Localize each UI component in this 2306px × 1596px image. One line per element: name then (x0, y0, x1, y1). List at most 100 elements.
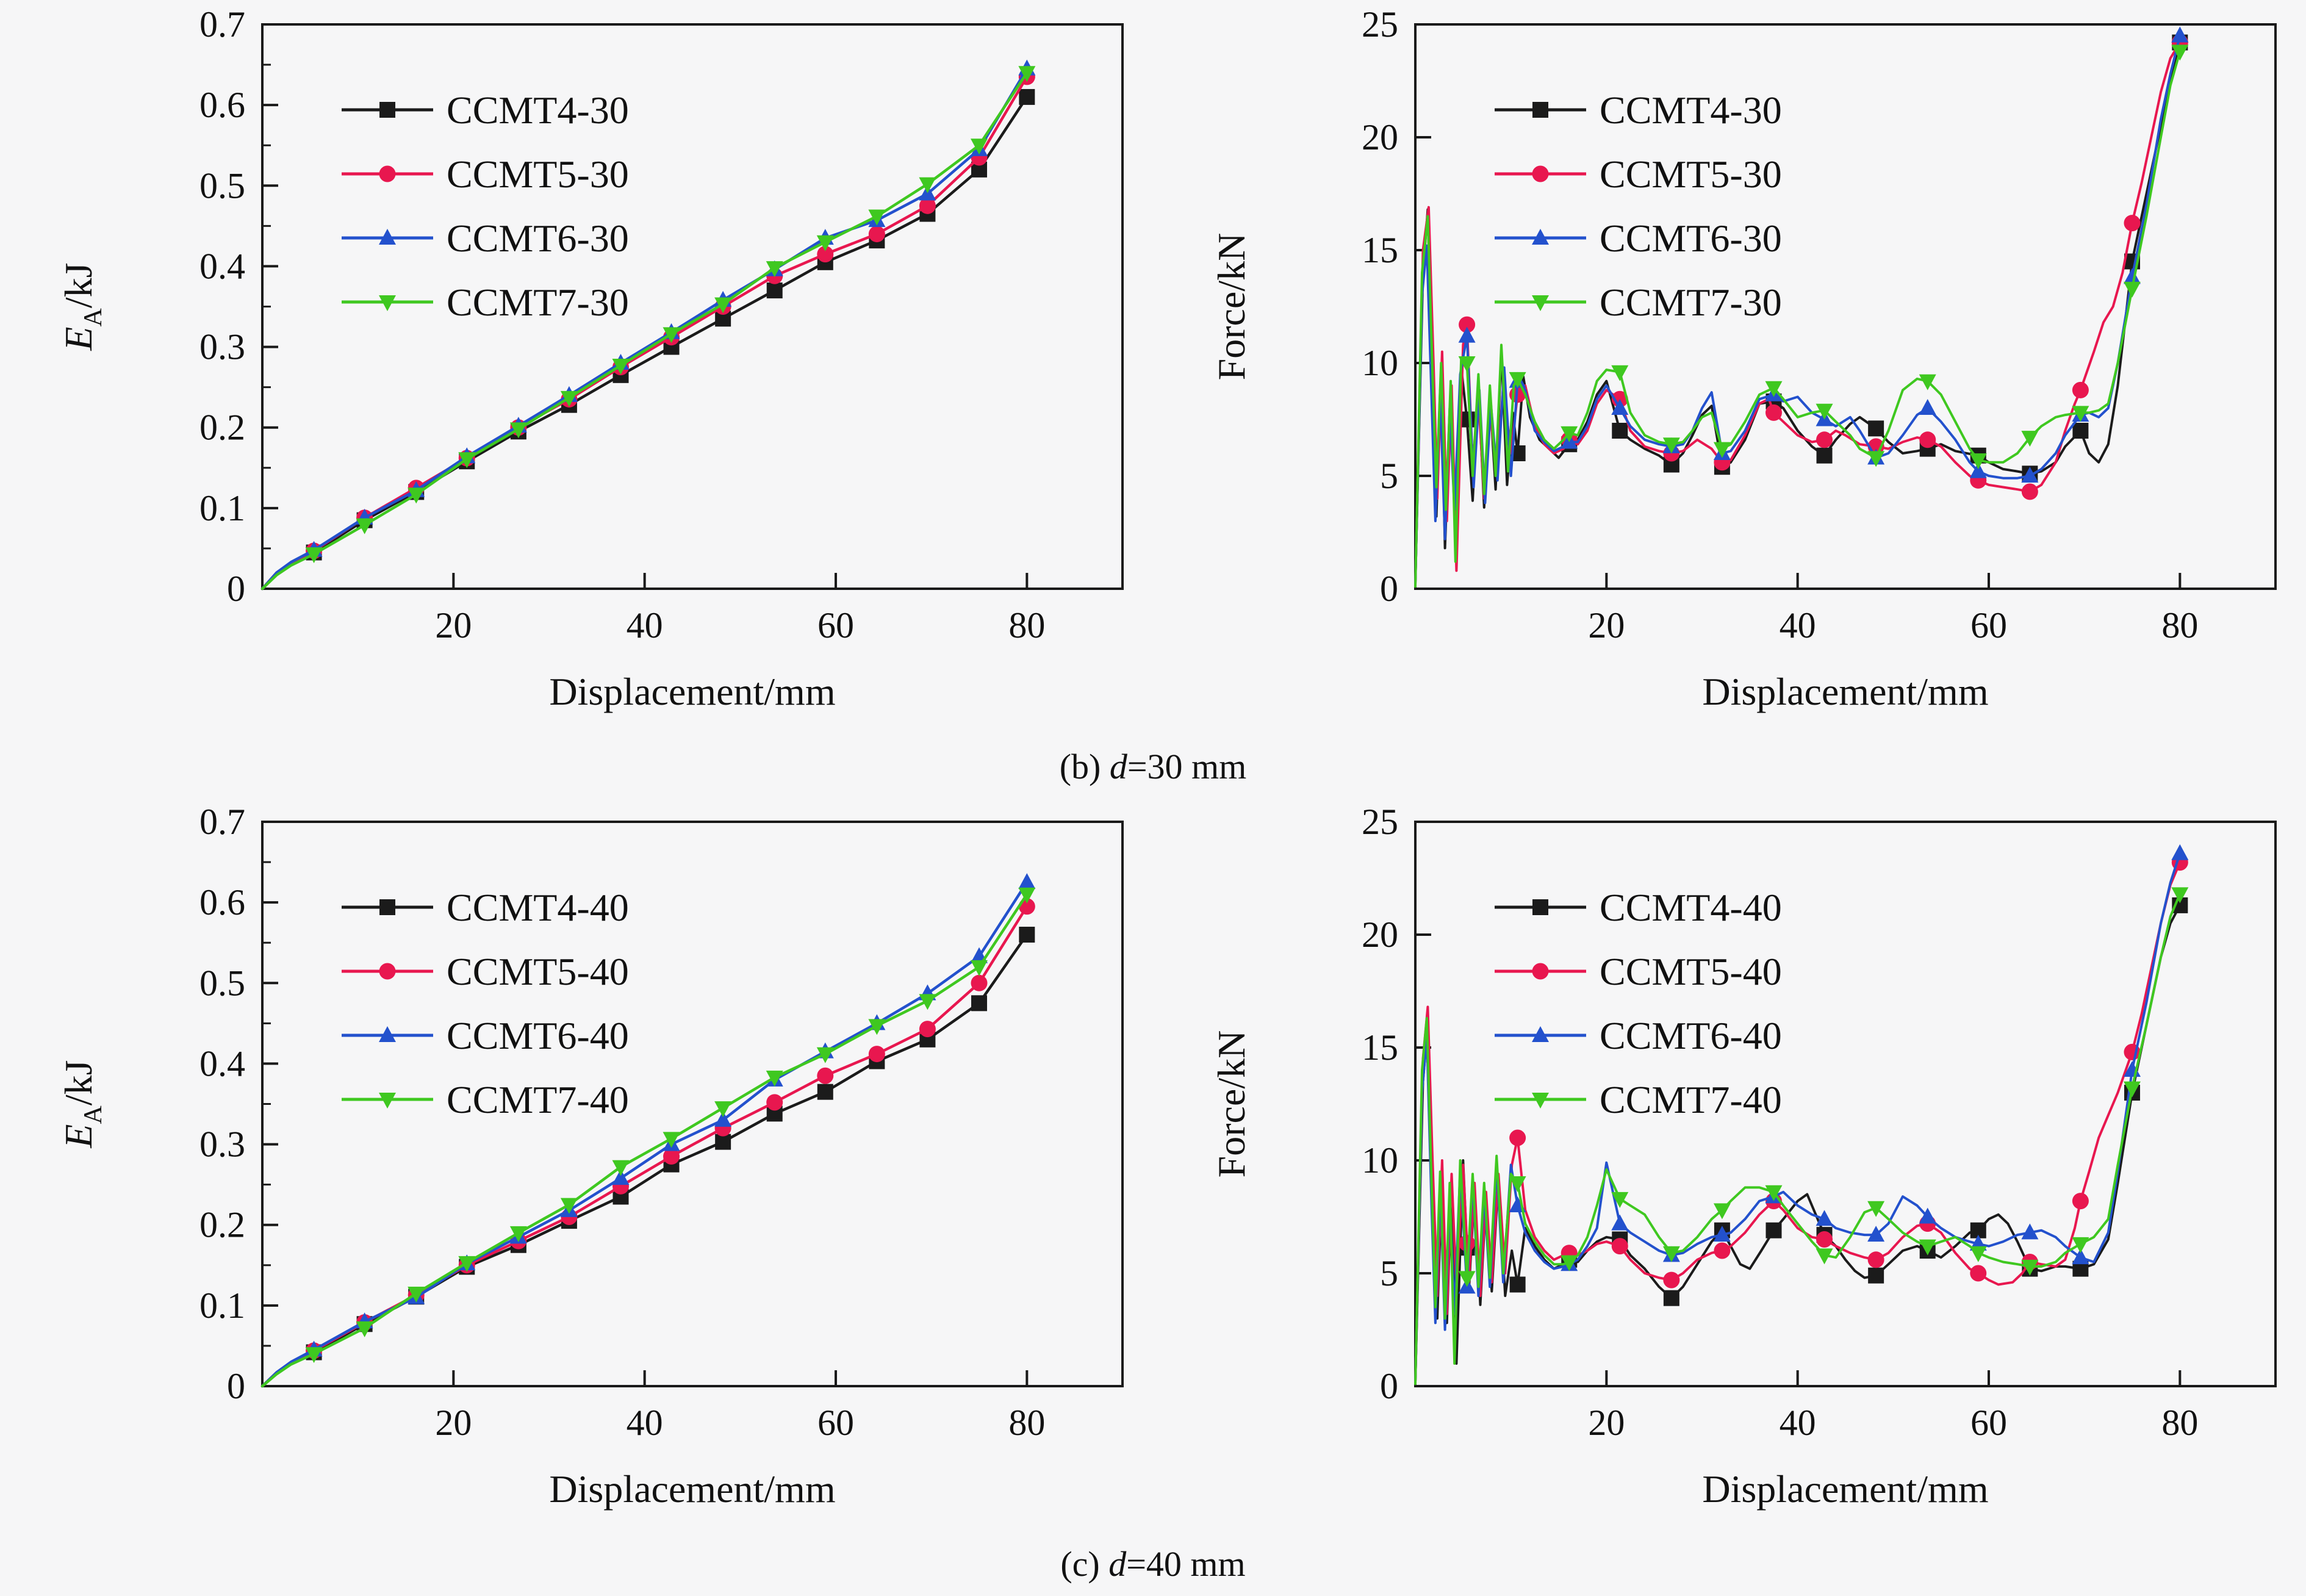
legend-marker-CCMT7-30 (379, 295, 396, 311)
series-marker-CCMT7-30 (305, 547, 323, 564)
y-tick-label: 0.2 (199, 408, 245, 448)
y-tick-label: 0.4 (199, 1043, 245, 1084)
series-marker-CCMT7-40 (1611, 1192, 1629, 1208)
x-tick-label: 80 (1008, 1403, 1045, 1443)
caption-c-suffix: =40 mm (1126, 1544, 1246, 1584)
legend-label-CCMT6-40: CCMT6-40 (1600, 1014, 1782, 1057)
series-marker-CCMT6-40 (2171, 844, 2189, 860)
legend-label-CCMT4-40: CCMT4-40 (1600, 886, 1782, 929)
legend-label-CCMT5-30: CCMT5-30 (447, 153, 629, 196)
series-marker-CCMT6-40 (1867, 1226, 1885, 1242)
series-marker-CCMT7-40 (612, 1160, 630, 1176)
series-marker-CCMT4-30 (1612, 423, 1628, 439)
series-marker-CCMT5-30 (1765, 404, 1782, 421)
caption-c: (c) d=40 mm (0, 1539, 2306, 1596)
series-marker-CCMT7-30 (2124, 281, 2141, 298)
series-marker-CCMT4-40 (817, 1084, 833, 1100)
caption-b-suffix: =30 mm (1127, 747, 1247, 786)
caption-b-variable: d (1109, 747, 1127, 786)
series-marker-CCMT7-30 (1816, 403, 1833, 420)
caption-c-prefix: (c) (1060, 1544, 1109, 1584)
legend-label-CCMT5-40: CCMT5-40 (447, 950, 629, 993)
series-marker-CCMT6-30 (1458, 326, 1476, 343)
chart-svg-force-d30: 20 40 60 80 0 5 10 15 20 25 Displacement/mm Force/k… (1210, 4, 2277, 713)
series-marker-CCMT7-30 (868, 209, 886, 226)
chart-svg-energy-d40: 20 40 60 80 0 0.1 0.2 0.3 0.4 0.5 0.6 0.7 Displaceme… (57, 802, 1124, 1511)
y-axis-title: EA/kJ (57, 262, 107, 351)
series-marker-CCMT7-40 (971, 960, 988, 976)
chart-svg-force-d40: 20 40 60 80 0 5 10 15 20 25 Displacement/mm Force/k… (1210, 802, 2277, 1511)
series-line-CCMT6-30 (260, 67, 1029, 591)
series-marker-CCMT7-40 (1018, 887, 1036, 904)
series-line-CCMT6-40 (1414, 852, 2182, 1383)
series-marker-CCMT7-40 (2021, 1259, 2039, 1276)
series-marker-CCMT7-30 (1969, 453, 1987, 470)
series-line-CCMT7-40 (260, 893, 1029, 1388)
series-marker-CCMT5-40 (919, 1021, 936, 1038)
y-tick-label: 0.5 (199, 963, 245, 1003)
series-marker-CCMT4-30 (1868, 420, 1884, 437)
y-tick-label: 0.4 (199, 246, 245, 286)
legend-marker-CCMT6-30 (1532, 229, 1549, 245)
series-line-CCMT7-30 (1414, 50, 2182, 588)
series-marker-CCMT7-30 (356, 518, 373, 534)
series-marker-CCMT5-40 (817, 1067, 834, 1084)
series-marker-CCMT7-40 (2124, 1081, 2141, 1098)
legend-marker-CCMT5-40 (379, 963, 396, 980)
series-marker-CCMT5-30 (817, 246, 834, 263)
y-tick-label: 0.3 (199, 327, 245, 367)
plot-frame (1414, 821, 2277, 1387)
y-tick-label: 15 (1362, 1027, 1398, 1068)
series-marker-CCMT5-30 (2021, 483, 2038, 500)
x-tick-label: 80 (2161, 1403, 2198, 1443)
x-tick-label: 20 (1588, 605, 1625, 645)
series-marker-CCMT7-40 (919, 994, 936, 1010)
series-marker-CCMT4-40 (1868, 1267, 1884, 1284)
series-marker-CCMT7-30 (766, 261, 783, 278)
y-tick-label: 15 (1362, 230, 1398, 270)
series-marker-CCMT7-30 (1561, 426, 1578, 442)
series-marker-CCMT4-40 (1509, 1276, 1526, 1293)
series-marker-CCMT6-40 (2021, 1223, 2039, 1240)
series-marker-CCMT7-30 (560, 390, 578, 407)
series-marker-CCMT7-30 (816, 235, 834, 251)
series-marker-CCMT7-40 (1713, 1203, 1731, 1220)
legend-label-CCMT7-30: CCMT7-30 (447, 281, 629, 324)
legend-label-CCMT5-40: CCMT5-40 (1600, 950, 1782, 993)
legend-marker-CCMT4-40 (1532, 899, 1548, 915)
series-marker-CCMT7-30 (2072, 406, 2089, 422)
y-tick-label: 0.7 (199, 4, 245, 45)
legend-label-CCMT7-40: CCMT7-40 (447, 1078, 629, 1121)
chart-svg-energy-d30: 20 40 60 80 0 0.1 0.2 0.3 0.4 0.5 0.6 0.7 Displaceme… (57, 4, 1124, 713)
series-marker-CCMT7-30 (1867, 451, 1885, 467)
series-marker-CCMT4-40 (1765, 1222, 1782, 1238)
series-marker-CCMT7-40 (1765, 1185, 1783, 1201)
series-marker-CCMT6-40 (1919, 1207, 1936, 1224)
series-marker-CCMT5-30 (868, 226, 885, 243)
x-tick-label: 40 (627, 605, 663, 645)
y-tick-label: 25 (1362, 802, 1398, 842)
series-marker-CCMT7-30 (1458, 356, 1476, 372)
series-marker-CCMT7-30 (458, 452, 476, 469)
series-marker-CCMT6-40 (612, 1169, 630, 1185)
series-marker-CCMT6-30 (2021, 467, 2039, 483)
y-tick-label: 20 (1362, 117, 1398, 157)
y-tick-label: 0.6 (199, 882, 245, 922)
series-marker-CCMT4-30 (1019, 88, 1035, 105)
series-marker-CCMT7-40 (1867, 1201, 1885, 1217)
series-marker-CCMT7-30 (1509, 372, 1526, 388)
plot-frame (1414, 23, 2277, 590)
legend-marker-CCMT6-40 (1532, 1026, 1549, 1042)
y-axis-title: Force/kN (1210, 1030, 1253, 1178)
series-marker-CCMT6-30 (1969, 462, 1987, 478)
series-marker-CCMT5-40 (2072, 1193, 2089, 1210)
y-tick-label: 0 (1380, 1366, 1398, 1406)
series-line-CCMT5-40 (260, 905, 1029, 1388)
y-tick-label: 25 (1362, 4, 1398, 45)
x-tick-label: 80 (2161, 605, 2198, 645)
series-marker-CCMT5-30 (2072, 381, 2089, 398)
series-marker-CCMT7-30 (1611, 365, 1629, 381)
series-marker-CCMT7-40 (2171, 887, 2189, 904)
legend-label-CCMT4-30: CCMT4-30 (447, 88, 629, 132)
x-tick-label: 20 (435, 1403, 472, 1443)
